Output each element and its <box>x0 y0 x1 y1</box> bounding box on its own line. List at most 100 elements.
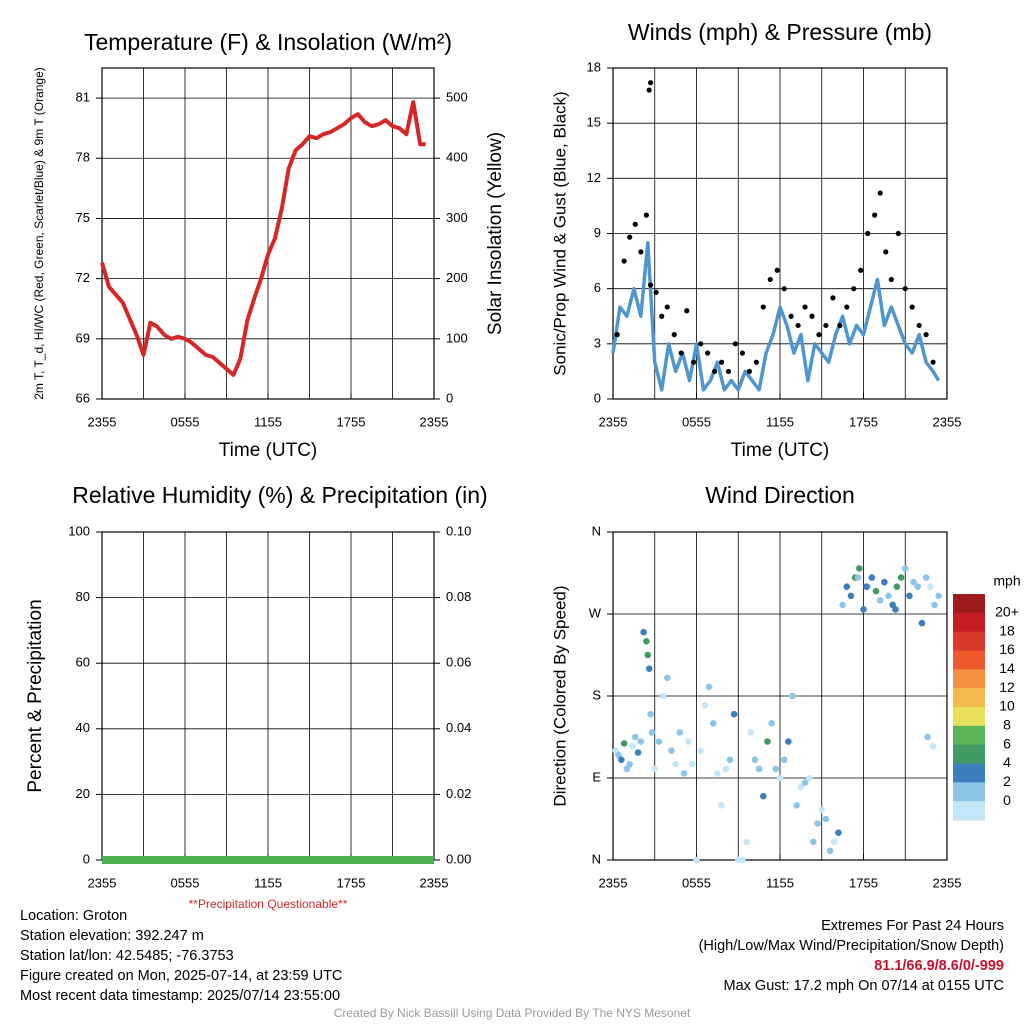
gust-point <box>753 359 759 365</box>
y-tick-label: 3 <box>594 335 601 350</box>
gust-point <box>767 276 773 283</box>
gust-point <box>647 282 654 288</box>
direction-point <box>805 774 813 782</box>
direction-point <box>872 587 880 595</box>
direction-point <box>918 619 926 627</box>
gust-point <box>837 322 843 329</box>
legend-label: 8 <box>1003 717 1011 733</box>
x-axis-label: Time (UTC) <box>219 440 318 461</box>
gust-point <box>883 249 889 255</box>
gust-point <box>698 341 704 347</box>
direction-point <box>755 765 763 773</box>
y2-tick-label: 0 <box>446 390 453 405</box>
direction-point <box>714 770 721 777</box>
direction-point <box>709 720 717 727</box>
gust-point <box>746 368 752 375</box>
x-axis-label: Time (UTC) <box>731 440 830 461</box>
x-tick-label: 0555 <box>171 875 200 890</box>
y-tick-label: 80 <box>76 589 90 604</box>
direction-point <box>922 574 930 581</box>
x-tick-label: 0555 <box>682 414 711 429</box>
direction-point <box>876 597 884 604</box>
gust-point <box>923 332 929 338</box>
y-tick-label: 20 <box>76 786 90 801</box>
x-tick-label: 0555 <box>682 875 711 890</box>
temperature-line <box>100 100 426 377</box>
y2-tick-label: 0.06 <box>446 655 471 670</box>
legend-label: 0 <box>1003 792 1011 808</box>
y-tick-label: 0 <box>594 390 601 405</box>
y-tick-label: 78 <box>76 150 90 165</box>
direction-point <box>814 820 821 827</box>
gust-point <box>895 230 901 237</box>
direction-point <box>892 606 899 613</box>
legend-label: 2 <box>1003 773 1011 789</box>
y2-tick-label: 100 <box>446 330 468 345</box>
gust-point <box>705 350 711 356</box>
gust-point <box>795 322 801 329</box>
direction-point <box>780 756 788 764</box>
direction-point <box>676 729 684 736</box>
direction-point <box>901 565 909 572</box>
direction-point <box>793 802 800 809</box>
y-axis-label: Direction (Colored By Speed) <box>550 585 569 806</box>
legend-title: mph <box>993 573 1020 589</box>
y-tick-label: N <box>592 851 601 866</box>
gust-point <box>664 304 670 310</box>
direction-point <box>910 578 917 586</box>
x-tick-label: 1155 <box>766 414 794 429</box>
gust-point <box>732 341 739 347</box>
y-tick-label: 40 <box>76 720 90 735</box>
gust-point <box>844 304 850 310</box>
y-tick-label: 69 <box>76 330 90 345</box>
direction-point <box>906 592 913 600</box>
direction-point <box>935 592 942 600</box>
direction-point <box>626 761 633 768</box>
y2-tick-label: 0.08 <box>446 589 471 604</box>
gust-point <box>823 322 829 329</box>
credit-line: Created By Nick Bassill Using Data Provi… <box>333 1006 691 1020</box>
y-tick-label: 100 <box>68 523 90 538</box>
direction-point <box>830 838 838 846</box>
y-axis-label: 2m T, T_d, HI/WC (Red, Green, Scarlet/Bl… <box>32 67 46 400</box>
direction-point <box>634 749 642 756</box>
direction-point <box>801 779 809 786</box>
gust-point <box>678 350 684 356</box>
gust-point <box>725 368 732 375</box>
direction-point <box>835 829 842 836</box>
gust-point <box>872 212 878 218</box>
extremes-info: Extremes For Past 24 Hours (High/Low/Max… <box>699 916 1004 996</box>
direction-point <box>868 574 876 581</box>
y2-tick-label: 500 <box>446 90 468 105</box>
x-tick-label: 2355 <box>420 414 449 429</box>
direction-point <box>701 701 709 709</box>
direction-point <box>680 770 688 777</box>
direction-point <box>647 710 654 718</box>
x-tick-label: 2355 <box>88 875 117 890</box>
direction-point <box>927 583 934 590</box>
direction-point <box>797 783 805 791</box>
direction-point <box>818 806 826 814</box>
direction-point <box>914 583 922 590</box>
direction-point <box>644 651 652 659</box>
gust-point <box>916 322 922 329</box>
direction-point <box>730 710 738 718</box>
direction-point <box>772 765 780 773</box>
legend-swatch <box>953 763 985 783</box>
extremes-subheading: (High/Low/Max Wind/Precipitation/Snow De… <box>698 938 1004 954</box>
direction-point <box>854 574 862 581</box>
direction-point <box>839 601 846 609</box>
y-tick-label: 0 <box>83 851 90 866</box>
legend-label: 18 <box>999 622 1015 638</box>
direction-point <box>776 774 784 782</box>
recent-timestamp: Most recent data timestamp: 2025/07/14 2… <box>20 988 341 1004</box>
y-tick-label: W <box>589 605 602 620</box>
precip-annotation: **Precipitation Questionable** <box>189 897 348 911</box>
direction-point <box>672 761 679 768</box>
chart-title: Wind Direction <box>705 482 855 508</box>
direction-point <box>822 815 830 823</box>
y-axis-label: Sonic/Prop Wind & Gust (Blue, Black) <box>550 91 569 375</box>
y-tick-label: 75 <box>76 210 90 225</box>
legend-label: 4 <box>1003 754 1011 770</box>
gust-point <box>718 359 725 365</box>
